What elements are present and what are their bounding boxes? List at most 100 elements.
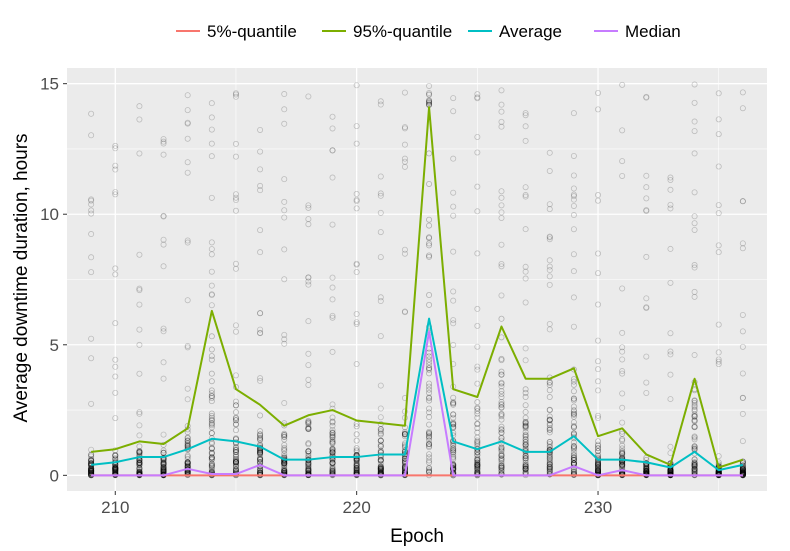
scatter-point — [426, 428, 433, 435]
scatter-point — [257, 375, 264, 382]
scatter-point — [474, 451, 481, 458]
scatter-point — [667, 465, 674, 472]
scatter-point — [88, 465, 95, 472]
scatter-point — [329, 434, 336, 441]
scatter-point — [160, 328, 167, 335]
scatter-point — [305, 425, 312, 432]
scatter-point — [184, 169, 191, 176]
scatter-point — [474, 463, 481, 470]
scatter-point — [281, 436, 288, 443]
scatter-point — [232, 455, 239, 462]
scatter-point — [257, 448, 264, 455]
scatter-point — [595, 460, 602, 467]
scatter-point — [208, 100, 215, 107]
scatter-point — [570, 196, 577, 203]
scatter-point — [522, 299, 529, 306]
scatter-point — [160, 431, 167, 438]
scatter-point — [353, 311, 360, 318]
scatter-point — [281, 433, 288, 440]
scatter-point — [546, 416, 553, 423]
scatter-point — [281, 331, 288, 338]
scatter-point — [112, 162, 119, 169]
scatter-point — [498, 444, 505, 451]
scatter-point — [160, 213, 167, 220]
scatter-point — [112, 189, 119, 196]
scatter-point — [522, 452, 529, 459]
scatter-point — [377, 466, 384, 473]
scatter-point — [353, 468, 360, 475]
scatter-point — [377, 458, 384, 465]
scatter-point — [208, 346, 215, 353]
scatter-point — [208, 450, 215, 457]
scatter-point — [546, 461, 553, 468]
scatter-point — [522, 357, 529, 364]
scatter-point — [329, 467, 336, 474]
scatter-point — [353, 465, 360, 472]
scatter-point — [281, 441, 288, 448]
scatter-point — [498, 404, 505, 411]
scatter-point — [546, 466, 553, 473]
scatter-point — [691, 459, 698, 466]
scatter-point — [450, 442, 457, 449]
scatter-point — [643, 468, 650, 475]
scatter-point — [329, 419, 336, 426]
scatter-point — [426, 91, 433, 98]
scatter-point — [498, 426, 505, 433]
scatter-point — [353, 466, 360, 473]
scatter-point — [522, 439, 529, 446]
scatter-point — [377, 456, 384, 463]
scatter-point — [401, 155, 408, 162]
scatter-point — [257, 431, 264, 438]
scatter-point — [667, 245, 674, 252]
scatter-point — [305, 281, 312, 288]
scatter-point — [136, 467, 143, 474]
scatter-point — [112, 464, 119, 471]
scatter-point — [257, 431, 264, 438]
scatter-point — [377, 414, 384, 421]
scatter-point — [136, 287, 143, 294]
scatter-point — [112, 466, 119, 473]
scatter-point — [426, 431, 433, 438]
scatter-point — [232, 398, 239, 405]
scatter-point — [619, 285, 626, 292]
scatter-point — [426, 467, 433, 474]
scatter-point — [184, 438, 191, 445]
scatter-point — [353, 466, 360, 473]
scatter-point — [184, 441, 191, 448]
scatter-point — [88, 457, 95, 464]
scatter-point — [426, 292, 433, 299]
scatter-point — [667, 468, 674, 475]
scatter-point — [474, 466, 481, 473]
scatter-point — [546, 263, 553, 270]
scatter-point — [498, 380, 505, 387]
scatter-point — [691, 118, 698, 125]
scatter-point — [305, 425, 312, 432]
scatter-point — [546, 326, 553, 333]
scatter-point — [450, 399, 457, 406]
scatter-point — [329, 449, 336, 456]
scatter-point — [474, 434, 481, 441]
scatter-point — [546, 438, 553, 445]
scatter-point — [353, 466, 360, 473]
scatter-point — [88, 453, 95, 460]
scatter-point — [739, 466, 746, 473]
scatter-point — [595, 438, 602, 445]
scatter-point — [112, 466, 119, 473]
scatter-point — [522, 466, 529, 473]
scatter-point — [329, 418, 336, 425]
scatter-point — [208, 430, 215, 437]
scatter-point — [208, 463, 215, 470]
scatter-point — [329, 459, 336, 466]
scatter-point — [160, 468, 167, 475]
scatter-point — [377, 443, 384, 450]
scatter-point — [353, 457, 360, 464]
scatter-point — [88, 456, 95, 463]
scatter-point — [691, 413, 698, 420]
scatter-point — [88, 468, 95, 475]
scatter-point — [184, 434, 191, 441]
scatter-point — [232, 191, 239, 198]
scatter-point — [160, 461, 167, 468]
scatter-point — [232, 463, 239, 470]
scatter-point — [474, 441, 481, 448]
scatter-point — [184, 460, 191, 467]
